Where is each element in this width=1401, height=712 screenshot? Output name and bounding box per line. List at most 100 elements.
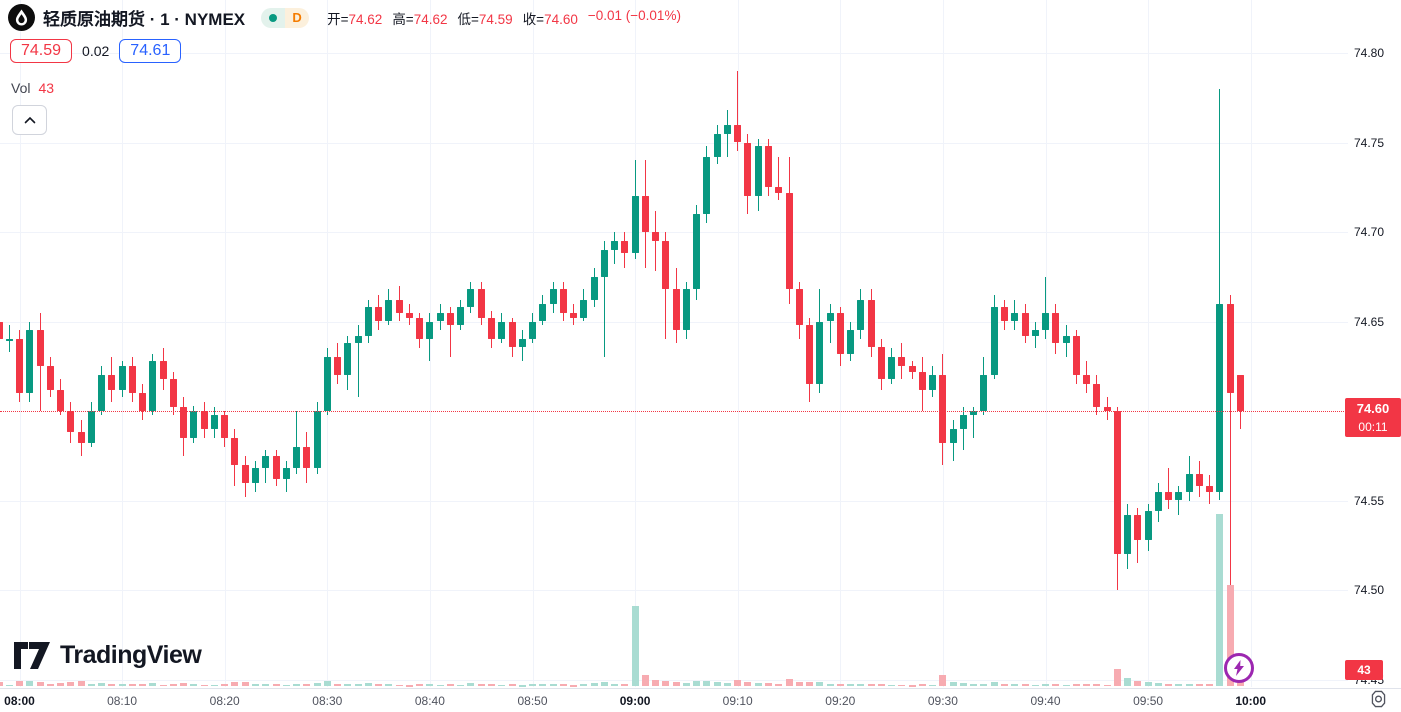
- candle-body: [1124, 514, 1132, 555]
- volume-bar: [1072, 683, 1080, 687]
- candle-body: [200, 411, 208, 429]
- volume-bar: [908, 685, 916, 687]
- volume-bar: [26, 681, 34, 687]
- candle-body: [806, 325, 814, 385]
- volume-bar: [898, 684, 906, 687]
- volume-bar: [744, 682, 752, 687]
- time-axis[interactable]: 08:00 08:10 08:20 08:30 08:40 08:50 09:00 09:10…: [0, 688, 1401, 712]
- grid-line-horizontal: [0, 53, 1348, 54]
- tradingview-logo[interactable]: TradingView: [14, 641, 202, 670]
- candle-body: [0, 321, 3, 340]
- candle-body: [1144, 511, 1152, 540]
- candle-body: [785, 192, 793, 290]
- candle-body: [282, 468, 290, 479]
- candle-body: [990, 307, 998, 376]
- candle-body: [467, 289, 475, 308]
- volume-bar: [621, 683, 629, 687]
- time-axis-label: 08:00: [4, 694, 35, 708]
- candle-wick: [1178, 486, 1180, 515]
- candle-body: [313, 411, 321, 469]
- candle-body: [395, 300, 403, 313]
- candle-body: [867, 300, 875, 347]
- volume-bar: [1062, 684, 1070, 687]
- grid-line-vertical: [1148, 0, 1150, 687]
- gear-icon: [1371, 690, 1385, 708]
- volume-bar: [847, 684, 855, 687]
- candle-body: [303, 446, 311, 469]
- candle-body: [672, 289, 680, 331]
- volume-bar: [487, 683, 495, 687]
- candle-body: [949, 428, 957, 444]
- bar-countdown: 00:11: [1358, 419, 1388, 434]
- candle-body: [734, 124, 742, 143]
- candle-body: [600, 249, 608, 277]
- volume-bar: [139, 684, 147, 687]
- volume-bar: [118, 683, 126, 687]
- volume-bar: [723, 683, 731, 687]
- candle-body: [641, 196, 649, 232]
- candle-body: [918, 371, 926, 390]
- candle-wick: [603, 240, 605, 358]
- candle-body: [57, 389, 65, 411]
- volume-bar: [190, 684, 198, 687]
- last-price-value: 74.60: [1356, 401, 1390, 416]
- candle-body: [765, 146, 772, 188]
- candlestick-chart-canvas[interactable]: [0, 0, 1348, 687]
- volume-current-value: 43: [38, 80, 55, 96]
- collapse-legend-button[interactable]: [12, 105, 47, 135]
- sell-price-button[interactable]: 74.59: [10, 39, 73, 63]
- candle-body: [149, 360, 157, 411]
- grid-line-horizontal: [0, 232, 1348, 233]
- grid-line-horizontal: [0, 500, 1348, 502]
- volume-bar: [313, 683, 321, 687]
- volume-bar: [580, 684, 588, 687]
- volume-bar: [282, 684, 290, 687]
- candle-body: [272, 455, 280, 480]
- volume-bar: [252, 683, 259, 687]
- time-axis-label: 09:30: [927, 694, 958, 708]
- volume-bar: [87, 683, 95, 687]
- volume-bar: [169, 683, 177, 687]
- volume-bar: [713, 681, 721, 687]
- candle-body: [26, 330, 34, 394]
- time-axis-label: 10:00: [1235, 694, 1267, 708]
- volume-bar: [477, 684, 485, 687]
- volume-bar: [36, 682, 44, 687]
- candle-body: [323, 357, 331, 411]
- volume-bar: [508, 684, 516, 687]
- volume-label: Vol: [11, 80, 31, 96]
- time-axis-label: 08:40: [414, 694, 445, 708]
- price-axis-label: 74.75: [1354, 135, 1385, 150]
- volume-bar: [600, 682, 608, 687]
- buy-price-button[interactable]: 74.61: [119, 39, 182, 63]
- timezone-settings-button[interactable]: [1366, 688, 1390, 710]
- volume-bar: [765, 683, 772, 687]
- candle-body: [108, 375, 116, 390]
- volume-bar: [375, 684, 383, 687]
- grid-line-horizontal: [0, 679, 1348, 681]
- candle-body: [621, 240, 629, 254]
- symbol-title[interactable]: 轻质原油期货 · 1 · NYMEX: [43, 10, 246, 29]
- candle-body: [1195, 473, 1203, 487]
- volume-bar: [693, 681, 701, 687]
- volume-bar: [149, 683, 157, 687]
- candle-body: [518, 339, 526, 347]
- volume-bar: [1144, 682, 1152, 687]
- volume-bar: [67, 682, 75, 687]
- volume-bar: [1031, 684, 1039, 687]
- candle-body: [508, 321, 516, 347]
- candle-body: [252, 468, 259, 483]
- time-axis-label: 08:50: [517, 694, 548, 708]
- volume-bar: [888, 684, 896, 687]
- candle-body: [36, 330, 44, 367]
- volume-bar: [1042, 683, 1050, 687]
- candle-wick: [737, 70, 739, 152]
- candle-body: [1206, 486, 1214, 492]
- event-marker-badge[interactable]: [1224, 653, 1254, 683]
- grid-line-vertical: [327, 0, 329, 687]
- volume-bar: [467, 683, 475, 687]
- ohlc-low: 74.59: [478, 11, 513, 27]
- candle-body: [857, 300, 865, 331]
- market-status-pill[interactable]: D: [261, 7, 310, 28]
